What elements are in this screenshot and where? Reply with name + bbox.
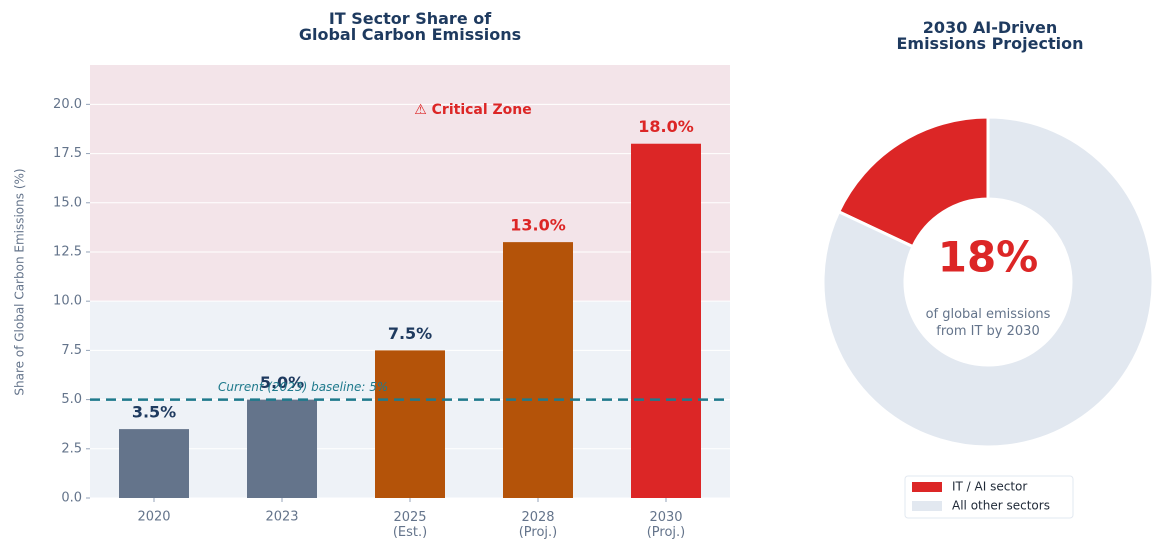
y-axis-label: Share of Global Carbon Emissions (%)	[13, 168, 27, 395]
legend-swatch	[912, 501, 942, 511]
bar	[375, 350, 445, 498]
value-label: 5.0%	[260, 373, 304, 392]
legend-box	[904, 475, 1074, 519]
bar	[119, 429, 189, 498]
legend-label: IT / AI sector	[952, 480, 1027, 494]
y-tick-label: 17.5	[53, 146, 82, 161]
zone-label: ⚠ Critical Zone	[414, 102, 532, 118]
y-tick-label: 2.5	[61, 441, 82, 456]
center-sublabel: of global emissions from IT by 2030	[926, 307, 1051, 339]
center-label: 18%	[938, 233, 1039, 282]
x-tick-label: 2020	[137, 510, 170, 525]
value-label: 13.0%	[510, 216, 566, 235]
x-tick-label: 2023	[265, 510, 298, 525]
bar	[503, 242, 573, 498]
bar-chart-title: IT Sector Share of Global Carbon Emission…	[299, 9, 521, 44]
pie-slice	[836, 115, 990, 249]
y-tick-label: 5.0	[61, 392, 82, 407]
x-tick-label: 2028 (Proj.)	[519, 510, 558, 540]
x-tick-label: 2030 (Proj.)	[647, 510, 686, 540]
bar	[631, 143, 701, 498]
pie-chart-title: 2030 AI-Driven Emissions Projection	[896, 18, 1083, 53]
pie-slice	[821, 115, 1155, 449]
legend-swatch	[912, 482, 942, 492]
y-tick-label: 10.0	[53, 294, 82, 309]
y-tick-label: 7.5	[61, 343, 82, 358]
x-tick-label: 2025 (Est.)	[393, 510, 427, 540]
baseline-label: Current (2023) baseline: 5%	[218, 380, 388, 394]
legend-label: All other sectors	[952, 499, 1050, 513]
y-tick-label: 0.0	[61, 491, 82, 506]
value-label: 3.5%	[132, 403, 176, 422]
y-tick-label: 12.5	[53, 244, 82, 259]
bar	[247, 399, 317, 498]
value-label: 7.5%	[388, 324, 432, 343]
y-tick-label: 20.0	[53, 97, 82, 112]
y-tick-label: 15.0	[53, 195, 82, 210]
value-label: 18.0%	[638, 117, 694, 136]
